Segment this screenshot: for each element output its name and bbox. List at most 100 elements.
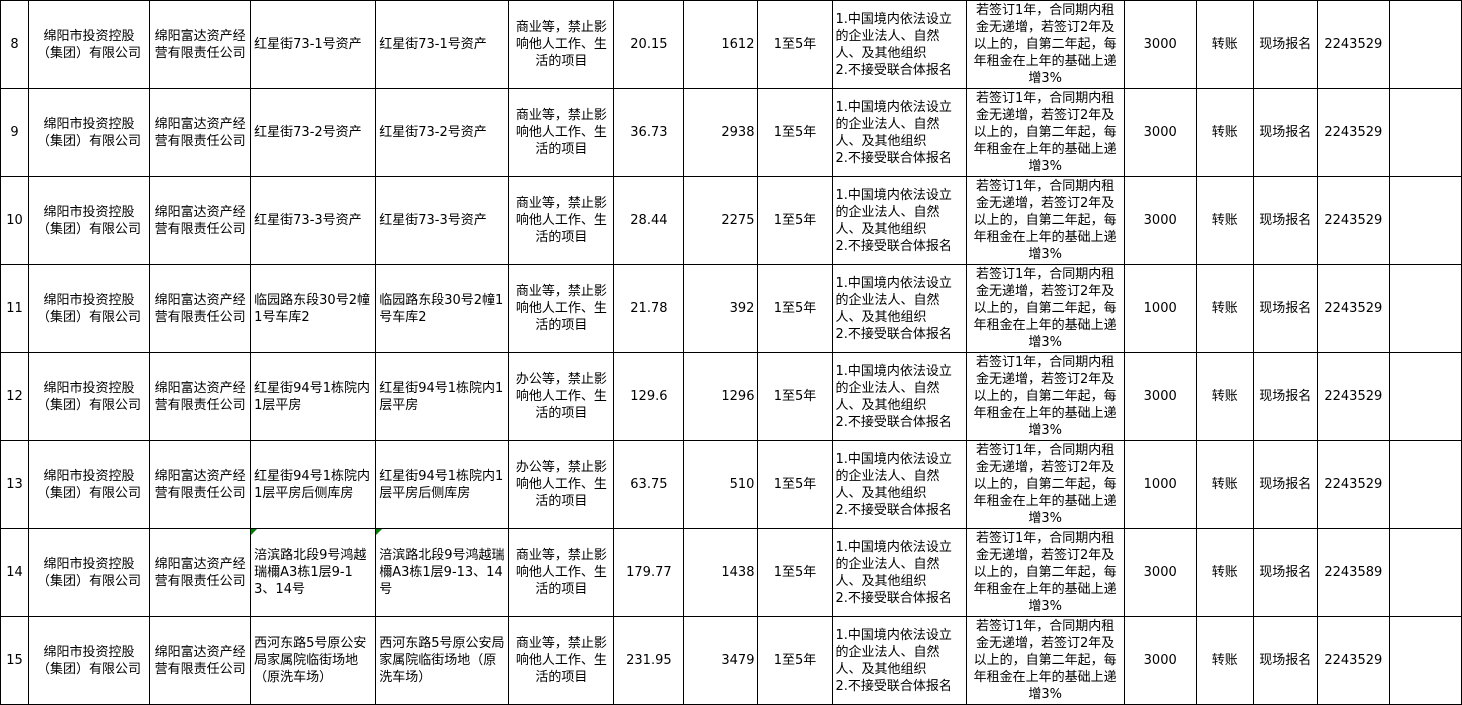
cell-term[interactable]: 1至5年 [757, 264, 833, 353]
cell-num[interactable]: 10 [0, 176, 30, 265]
cell-area[interactable]: 21.78 [613, 264, 685, 353]
cell-registration[interactable]: 现场报名 [1252, 88, 1318, 177]
cell-area[interactable]: 63.75 [613, 440, 685, 529]
cell-monthly-rent[interactable]: 3479 [683, 616, 759, 705]
cell-owner[interactable]: 绵阳市投资控股（集团）有限公司 [28, 352, 151, 441]
cell-qualification[interactable]: 1.中国境内依法设立的企业法人、自然人、及其他组织 2.不接受联合体报名 [831, 88, 967, 177]
cell-asset-name-2[interactable]: 临园路东段30号2幢1号车库2 [375, 264, 510, 353]
cell-asset-name-2[interactable]: 西河东路5号原公安局家属院临街场地（原洗车场） [375, 616, 510, 705]
cell-manager[interactable]: 绵阳富达资产经营有限责任公司 [149, 528, 252, 617]
cell-asset-name[interactable]: 红星街73-1号资产 [250, 0, 377, 89]
cell-registration[interactable]: 现场报名 [1252, 528, 1318, 617]
cell-owner[interactable]: 绵阳市投资控股（集团）有限公司 [28, 88, 151, 177]
cell-num[interactable]: 11 [0, 264, 30, 353]
cell-phone[interactable]: 2243529 [1316, 88, 1390, 177]
cell-manager[interactable]: 绵阳富达资产经营有限责任公司 [149, 176, 252, 265]
cell-num[interactable]: 14 [0, 528, 30, 617]
cell-owner[interactable]: 绵阳市投资控股（集团）有限公司 [28, 0, 151, 89]
cell-escalation[interactable]: 若签订1年，合同期内租金无递增，若签订2年及以上的，自第二年起，每年租金在上年的… [965, 352, 1125, 441]
cell-monthly-rent[interactable]: 2938 [683, 88, 759, 177]
cell-escalation[interactable]: 若签订1年，合同期内租金无递增，若签订2年及以上的，自第二年起，每年租金在上年的… [965, 0, 1125, 89]
cell-manager[interactable]: 绵阳富达资产经营有限责任公司 [149, 352, 252, 441]
cell-usage[interactable]: 办公等，禁止影响他人工作、生活的项目 [508, 352, 615, 441]
cell-monthly-rent[interactable]: 1612 [683, 0, 759, 89]
cell-phone[interactable]: 2243529 [1316, 264, 1390, 353]
cell-term[interactable]: 1至5年 [757, 616, 833, 705]
cell-owner[interactable]: 绵阳市投资控股（集团）有限公司 [28, 440, 151, 529]
cell-deposit[interactable]: 3000 [1123, 0, 1197, 89]
cell-asset-name-2[interactable]: 红星街73-3号资产 [375, 176, 510, 265]
cell-phone[interactable]: 2243529 [1316, 352, 1390, 441]
cell-manager[interactable]: 绵阳富达资产经营有限责任公司 [149, 0, 252, 89]
cell-manager[interactable]: 绵阳富达资产经营有限责任公司 [149, 264, 252, 353]
cell-usage[interactable]: 办公等，禁止影响他人工作、生活的项目 [508, 440, 615, 529]
cell-extra[interactable] [1388, 616, 1462, 705]
cell-num[interactable]: 15 [0, 616, 30, 705]
cell-qualification[interactable]: 1.中国境内依法设立的企业法人、自然人、及其他组织 2.不接受联合体报名 [831, 176, 967, 265]
cell-qualification[interactable]: 1.中国境内依法设立的企业法人、自然人、及其他组织 2.不接受联合体报名 [831, 616, 967, 705]
cell-escalation[interactable]: 若签订1年，合同期内租金无递增，若签订2年及以上的，自第二年起，每年租金在上年的… [965, 440, 1125, 529]
cell-deposit[interactable]: 3000 [1123, 88, 1197, 177]
cell-asset-name[interactable]: 西河东路5号原公安局家属院临街场地（原洗车场） [250, 616, 377, 705]
cell-num[interactable]: 9 [0, 88, 30, 177]
cell-extra[interactable] [1388, 352, 1462, 441]
cell-extra[interactable] [1388, 176, 1462, 265]
cell-usage[interactable]: 商业等，禁止影响他人工作、生活的项目 [508, 264, 615, 353]
cell-payment[interactable]: 转账 [1195, 0, 1254, 89]
cell-extra[interactable] [1388, 0, 1462, 89]
cell-owner[interactable]: 绵阳市投资控股（集团）有限公司 [28, 616, 151, 705]
cell-usage[interactable]: 商业等，禁止影响他人工作、生活的项目 [508, 176, 615, 265]
cell-registration[interactable]: 现场报名 [1252, 616, 1318, 705]
cell-extra[interactable] [1388, 440, 1462, 529]
cell-extra[interactable] [1388, 88, 1462, 177]
cell-qualification[interactable]: 1.中国境内依法设立的企业法人、自然人、及其他组织 2.不接受联合体报名 [831, 528, 967, 617]
cell-phone[interactable]: 2243529 [1316, 0, 1390, 89]
cell-asset-name[interactable]: 红星街73-2号资产 [250, 88, 377, 177]
cell-registration[interactable]: 现场报名 [1252, 176, 1318, 265]
cell-num[interactable]: 13 [0, 440, 30, 529]
cell-num[interactable]: 8 [0, 0, 30, 89]
cell-monthly-rent[interactable]: 1296 [683, 352, 759, 441]
cell-asset-name-2[interactable]: 红星街94号1栋院内1层平房后侧库房 [375, 440, 510, 529]
cell-phone[interactable]: 2243529 [1316, 176, 1390, 265]
cell-manager[interactable]: 绵阳富达资产经营有限责任公司 [149, 88, 252, 177]
cell-asset-name-2[interactable]: 红星街73-1号资产 [375, 0, 510, 89]
cell-phone[interactable]: 2243529 [1316, 440, 1390, 529]
cell-asset-name-2[interactable]: 红星街94号1栋院内1层平房 [375, 352, 510, 441]
cell-asset-name-2[interactable]: 涪滨路北段9号鸿越瑞檷A3栋1层9-13、14号 [375, 528, 510, 617]
cell-payment[interactable]: 转账 [1195, 440, 1254, 529]
cell-asset-name[interactable]: 涪滨路北段9号鸿越瑞檷A3栋1层9-13、14号 [250, 528, 377, 617]
cell-escalation[interactable]: 若签订1年，合同期内租金无递增，若签订2年及以上的，自第二年起，每年租金在上年的… [965, 528, 1125, 617]
cell-term[interactable]: 1至5年 [757, 440, 833, 529]
cell-area[interactable]: 129.6 [613, 352, 685, 441]
cell-deposit[interactable]: 1000 [1123, 264, 1197, 353]
cell-term[interactable]: 1至5年 [757, 528, 833, 617]
cell-term[interactable]: 1至5年 [757, 0, 833, 89]
cell-escalation[interactable]: 若签订1年，合同期内租金无递增，若签订2年及以上的，自第二年起，每年租金在上年的… [965, 88, 1125, 177]
cell-extra[interactable] [1388, 528, 1462, 617]
cell-registration[interactable]: 现场报名 [1252, 264, 1318, 353]
cell-escalation[interactable]: 若签订1年，合同期内租金无递增，若签订2年及以上的，自第二年起，每年租金在上年的… [965, 176, 1125, 265]
cell-monthly-rent[interactable]: 1438 [683, 528, 759, 617]
cell-escalation[interactable]: 若签订1年，合同期内租金无递增，若签订2年及以上的，自第二年起，每年租金在上年的… [965, 616, 1125, 705]
cell-payment[interactable]: 转账 [1195, 264, 1254, 353]
cell-payment[interactable]: 转账 [1195, 352, 1254, 441]
cell-payment[interactable]: 转账 [1195, 176, 1254, 265]
cell-usage[interactable]: 商业等，禁止影响他人工作、生活的项目 [508, 88, 615, 177]
cell-asset-name-2[interactable]: 红星街73-2号资产 [375, 88, 510, 177]
cell-payment[interactable]: 转账 [1195, 88, 1254, 177]
cell-deposit[interactable]: 3000 [1123, 176, 1197, 265]
cell-qualification[interactable]: 1.中国境内依法设立的企业法人、自然人、及其他组织 2.不接受联合体报名 [831, 440, 967, 529]
cell-owner[interactable]: 绵阳市投资控股（集团）有限公司 [28, 176, 151, 265]
cell-manager[interactable]: 绵阳富达资产经营有限责任公司 [149, 440, 252, 529]
cell-extra[interactable] [1388, 264, 1462, 353]
cell-manager[interactable]: 绵阳富达资产经营有限责任公司 [149, 616, 252, 705]
cell-num[interactable]: 12 [0, 352, 30, 441]
cell-usage[interactable]: 商业等，禁止影响他人工作、生活的项目 [508, 0, 615, 89]
cell-monthly-rent[interactable]: 2275 [683, 176, 759, 265]
cell-area[interactable]: 28.44 [613, 176, 685, 265]
cell-deposit[interactable]: 3000 [1123, 352, 1197, 441]
cell-asset-name[interactable]: 红星街94号1栋院内1层平房 [250, 352, 377, 441]
cell-registration[interactable]: 现场报名 [1252, 0, 1318, 89]
cell-owner[interactable]: 绵阳市投资控股（集团）有限公司 [28, 264, 151, 353]
